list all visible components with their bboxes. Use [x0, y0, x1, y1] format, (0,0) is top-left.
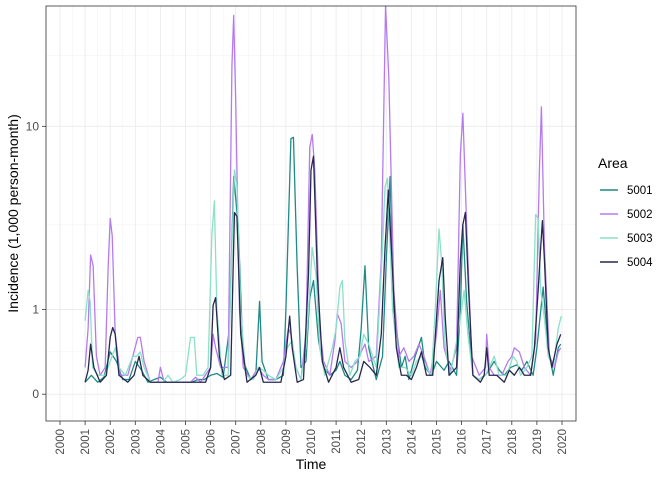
x-tick-label: 2006	[206, 429, 218, 455]
x-tick-label: 2007	[231, 429, 243, 455]
x-tick-label: 2005	[181, 429, 193, 455]
x-tick-label: 2009	[281, 429, 293, 455]
x-tick-label: 2013	[381, 429, 393, 455]
legend-title: Area	[598, 155, 628, 171]
x-tick-label: 2019	[532, 429, 544, 455]
y-tick-label: 10	[26, 119, 40, 133]
x-tick-label: 2011	[331, 429, 343, 454]
x-tick-label: 2020	[557, 429, 569, 455]
x-tick-label: 2012	[356, 429, 368, 455]
x-tick-label: 2008	[256, 429, 268, 455]
x-tick-label: 2001	[80, 429, 92, 455]
x-tick-label: 2018	[507, 429, 519, 455]
x-tick-label: 2014	[406, 428, 418, 454]
series-lines	[84, 5, 562, 383]
legend-label: 5004	[627, 257, 653, 269]
legend: Area 5001 5002 5003 5004	[598, 155, 653, 269]
series-line-5004	[84, 155, 562, 383]
y-axis: 0 1 10	[26, 119, 46, 401]
x-axis: 2000 2001 2002 2003 2004 2005 2006 2007 2008 2009…	[55, 421, 569, 455]
x-tick-label: 2017	[482, 429, 494, 455]
legend-label: 5001	[627, 185, 653, 197]
x-tick-label: 2002	[105, 429, 117, 455]
x-axis-title: Time	[296, 456, 327, 472]
x-tick-label: 2004	[155, 428, 167, 454]
series-line-5003	[84, 169, 562, 383]
legend-label: 5003	[627, 233, 653, 245]
x-tick-label: 2000	[55, 429, 67, 455]
x-tick-label: 2015	[432, 429, 444, 455]
y-axis-title: Incidence (1,000 person-month)	[5, 114, 21, 312]
x-tick-label: 2010	[306, 429, 318, 455]
x-tick-label: 2003	[130, 429, 142, 455]
y-tick-label: 0	[32, 387, 39, 401]
legend-label: 5002	[627, 209, 653, 221]
x-tick-label: 2016	[457, 429, 469, 455]
y-tick-label: 1	[32, 302, 39, 316]
